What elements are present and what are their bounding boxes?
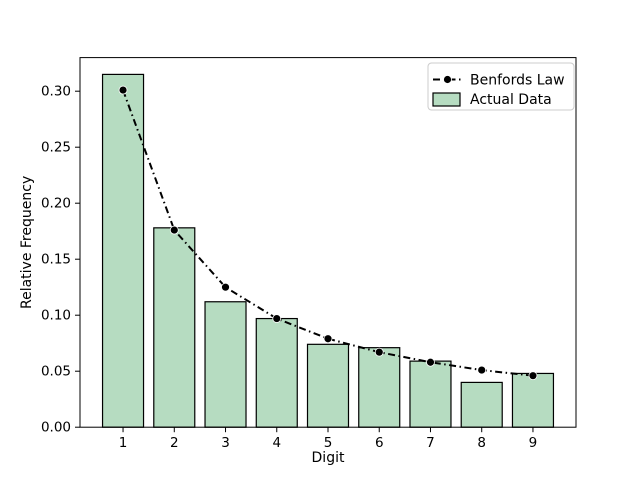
benford-point-digit-2 — [169, 225, 179, 235]
bar-digit-1 — [101, 73, 145, 428]
legend-circle-marker-icon — [443, 75, 452, 84]
y-tick-label: 0.15 — [41, 252, 71, 268]
x-tick-label: 9 — [529, 435, 538, 451]
x-tick-label: 4 — [272, 435, 281, 451]
y-axis-label: Relative Frequency — [19, 176, 35, 309]
benford-point-digit-7 — [426, 357, 435, 367]
x-tick-label: 7 — [426, 435, 435, 451]
benford-point-digit-4 — [272, 314, 282, 323]
y-tick-label: 0.25 — [41, 140, 71, 156]
legend: Benfords Law Actual Data — [427, 62, 575, 111]
benford-point-digit-1 — [118, 85, 128, 95]
y-tick-label: 0.05 — [41, 364, 71, 380]
legend-frame — [427, 62, 575, 111]
benford-point-digit-3 — [221, 282, 230, 292]
legend-patch-actual-data-icon — [432, 92, 461, 107]
x-axis-label: Digit — [312, 450, 345, 466]
y-tick-label: 0.20 — [41, 196, 71, 212]
x-tick-label: 3 — [221, 435, 230, 451]
bar-digit-2 — [153, 227, 196, 428]
bar-digit-9 — [511, 372, 555, 428]
bar-digit-8 — [460, 381, 503, 428]
bar-digit-7 — [409, 360, 452, 428]
benford-point-digit-6 — [374, 347, 384, 357]
benford-point-digit-9 — [528, 371, 538, 381]
legend-label-benfords-law: Benfords Law — [470, 73, 565, 89]
plot-content: 0.00 0.05 0.10 0.15 0.20 0.25 0.30 1 2 3 4 5 6 7 8 9 — [41, 57, 577, 451]
x-tick-label: 1 — [119, 435, 128, 451]
benford-law-line — [122, 89, 534, 377]
bar-digit-6 — [358, 347, 401, 428]
y-tick-label: 0.30 — [41, 84, 71, 100]
x-tick-label: 2 — [170, 435, 179, 451]
y-tick-label: 0.00 — [41, 420, 71, 436]
x-tick-label: 5 — [324, 435, 333, 451]
bar-digit-4 — [255, 317, 298, 428]
x-tick-label: 6 — [375, 435, 384, 451]
y-tick-label: 0.10 — [41, 308, 71, 324]
bar-digit-5 — [306, 343, 350, 428]
legend-label-actual-data: Actual Data — [470, 92, 552, 108]
benford-point-digit-8 — [477, 365, 487, 375]
benford-point-digit-5 — [323, 334, 333, 344]
bar-digit-3 — [204, 301, 247, 428]
x-tick-label: 8 — [477, 435, 486, 451]
